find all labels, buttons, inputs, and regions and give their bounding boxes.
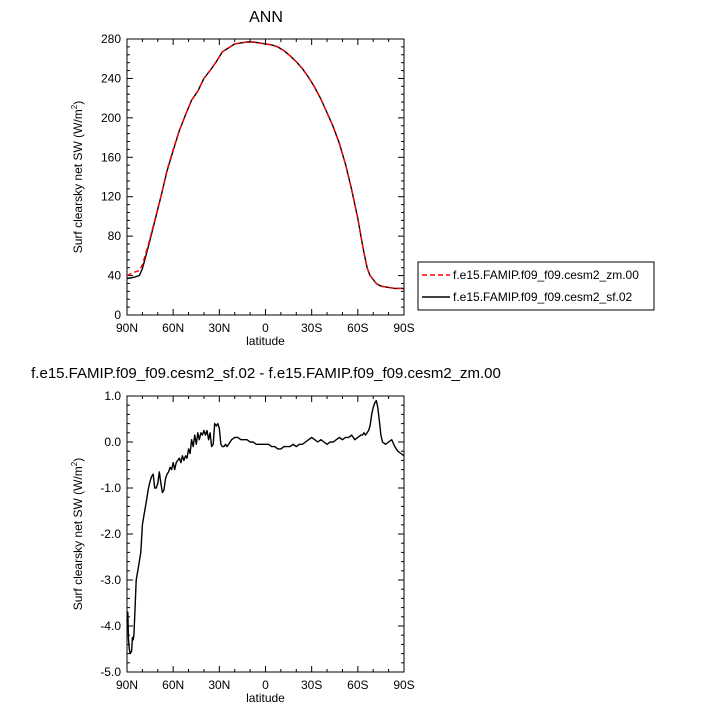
y-tick-label: 80 bbox=[108, 229, 122, 243]
series-line-0 bbox=[126, 399, 405, 655]
x-tick-label: 30S bbox=[301, 321, 322, 335]
series-line-0 bbox=[126, 41, 404, 290]
y-tick-label: 0.0 bbox=[104, 435, 121, 449]
legend-box bbox=[417, 261, 655, 311]
y-tick-label: 240 bbox=[101, 71, 121, 85]
y-tick-label: 280 bbox=[101, 32, 121, 46]
y-tick-label: 1.0 bbox=[104, 389, 121, 403]
y-tick-label: 120 bbox=[101, 190, 121, 204]
x-tick-label: 60S bbox=[347, 678, 368, 692]
x-axis-label: latitude bbox=[246, 334, 285, 348]
x-tick-label: 60N bbox=[162, 321, 184, 335]
y-tick-label: -3.0 bbox=[100, 573, 121, 587]
x-tick-label: 90S bbox=[393, 678, 414, 692]
x-tick-label: 60S bbox=[347, 321, 368, 335]
y-axis-label-superscript: 2 bbox=[70, 461, 79, 466]
x-tick-label: 60N bbox=[162, 678, 184, 692]
x-tick-label: 30N bbox=[208, 678, 230, 692]
y-tick-label: -5.0 bbox=[100, 665, 121, 679]
x-tick-label: 30S bbox=[301, 678, 322, 692]
y-tick-label: -2.0 bbox=[100, 527, 121, 541]
y-axis-label-text: Surf clearsky net SW (W/m bbox=[71, 109, 85, 253]
y-axis-label-superscript: 2 bbox=[70, 104, 79, 109]
x-axis-label: latitude bbox=[246, 691, 285, 705]
y-tick-label: 0 bbox=[114, 308, 121, 322]
y-axis-label: Surf clearsky net SW (W/m2) bbox=[70, 101, 85, 253]
bottom-difference-chart: f.e15.FAMIP.f09_f09.cesm2_sf.02 - f.e15.… bbox=[31, 365, 501, 705]
legend: f.e15.FAMIP.f09_f09.cesm2_zm.00 f.e15.FAM… bbox=[417, 261, 655, 311]
x-tick-label: 90N bbox=[116, 678, 138, 692]
chart-title: ANN bbox=[249, 9, 283, 26]
y-tick-label: 200 bbox=[101, 111, 121, 125]
chart-title: f.e15.FAMIP.f09_f09.cesm2_sf.02 - f.e15.… bbox=[31, 365, 501, 382]
y-axis-label-text: Surf clearsky net SW (W/m bbox=[71, 466, 85, 610]
x-tick-label: 90N bbox=[116, 321, 138, 335]
plot-frame bbox=[126, 395, 405, 673]
y-tick-label: -1.0 bbox=[100, 481, 121, 495]
x-tick-label: 30N bbox=[208, 321, 230, 335]
y-tick-label: 40 bbox=[108, 269, 122, 283]
y-axis-label: Surf clearsky net SW (W/m2) bbox=[70, 458, 85, 610]
top-line-chart: ANN 90N 60N 30N 0 30S 60S 90S 0 40 80 120 160 200 240 2… bbox=[70, 9, 415, 348]
y-axis-label-close: ) bbox=[71, 101, 85, 105]
x-tick-label: 0 bbox=[262, 678, 269, 692]
y-tick-label: 160 bbox=[101, 150, 121, 164]
legend-label-1: f.e15.FAMIP.f09_f09.cesm2_sf.02 bbox=[453, 290, 633, 304]
legend-label-0: f.e15.FAMIP.f09_f09.cesm2_zm.00 bbox=[453, 268, 639, 282]
x-tick-label: 90S bbox=[393, 321, 414, 335]
x-tick-label: 0 bbox=[262, 321, 269, 335]
plot-frame bbox=[126, 38, 405, 316]
y-axis-label-close: ) bbox=[71, 458, 85, 462]
y-tick-label: -4.0 bbox=[100, 619, 121, 633]
